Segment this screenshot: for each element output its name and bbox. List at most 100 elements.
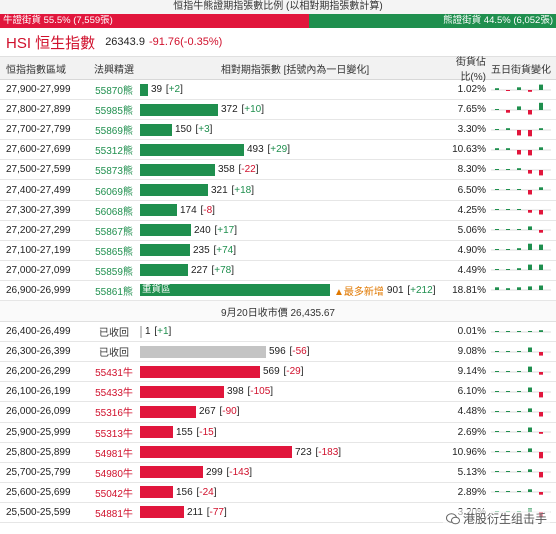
warrant-code-link[interactable]: 55313牛 — [95, 428, 133, 440]
range-cell: 27,400-27,499 — [6, 184, 71, 196]
quantity-text: 569 [-29] — [263, 366, 303, 377]
quantity-value: 174 — [180, 204, 197, 216]
quantity-bar — [140, 405, 196, 418]
quantity-text: 321 [+18] — [211, 185, 254, 196]
trend-bar — [539, 411, 543, 417]
range-cell: 27,600-27,699 — [6, 144, 71, 156]
bull-ratio-segment — [0, 14, 309, 28]
quantity-value: 235 — [193, 244, 210, 256]
share-cell: 4.49% — [457, 264, 486, 276]
bar-cell: 398 [-105] — [140, 382, 450, 401]
range-cell: 25,600-25,699 — [6, 486, 71, 498]
trend-bar — [539, 244, 543, 251]
close-price-row: 9月20日收市價 26,435.67 — [0, 301, 556, 323]
table-row: 27,800-27,899 55985熊 372 [+10] 7.65% — [0, 100, 556, 121]
trend-bar — [506, 390, 510, 392]
five-day-trend — [486, 181, 556, 199]
trend-bar — [528, 210, 532, 213]
range-cell: 26,000-26,099 — [6, 406, 71, 418]
share-cell: 4.48% — [457, 406, 486, 418]
daily-change: -77 — [209, 506, 224, 518]
warrant-code-link[interactable]: 55431牛 — [95, 368, 133, 380]
warrant-code-link[interactable]: 54981牛 — [95, 448, 133, 460]
trend-bar — [517, 268, 521, 271]
warrant-code-link[interactable]: 56068熊 — [95, 206, 133, 218]
daily-change: -15 — [199, 426, 214, 438]
trend-bar — [539, 230, 543, 233]
bracket-close: ] — [432, 284, 436, 296]
trend-bar — [495, 350, 499, 352]
quantity-bar — [140, 103, 218, 116]
quantity-bar — [140, 123, 172, 136]
trend-bar — [539, 432, 543, 434]
daily-change: -22 — [241, 164, 256, 176]
trend-bar — [539, 285, 543, 291]
trend-bar — [528, 448, 532, 453]
watermark: 港股衍生组击手 — [442, 509, 550, 528]
warrant-code-link[interactable]: 55042牛 — [95, 488, 133, 500]
most-new-label: ▲最多新增 — [334, 286, 384, 298]
quantity-value: 358 — [218, 164, 235, 176]
heavy-zone-label: 重貨區 — [142, 283, 171, 295]
trend-bar — [517, 189, 521, 191]
quantity-value: 1 — [145, 326, 151, 338]
trend-chart — [491, 102, 551, 115]
daily-change: -8 — [203, 204, 213, 216]
trend-bar — [528, 149, 532, 156]
bracket-close: ] — [338, 446, 342, 458]
table-row: 27,700-27,799 55869熊 150 [+3] 3.30% — [0, 120, 556, 141]
warrant-code-link[interactable]: 56069熊 — [95, 186, 133, 198]
trend-bar — [506, 330, 510, 332]
quantity-value: 493 — [247, 144, 264, 156]
quantity-value: 569 — [263, 366, 280, 378]
trend-bar — [506, 288, 510, 291]
bracket-open: [ — [280, 366, 287, 378]
warrant-code-link[interactable]: 55870熊 — [95, 86, 133, 98]
trend-bar — [539, 147, 543, 150]
trend-bar — [517, 410, 521, 412]
trend-bar — [528, 387, 532, 392]
bar-cell: 723 [-183] — [140, 443, 450, 462]
warrant-code-link[interactable]: 55312熊 — [95, 146, 133, 158]
trend-bar — [517, 129, 521, 136]
warrant-code-link[interactable]: 54881牛 — [95, 508, 133, 520]
warrant-code-link[interactable]: 55985熊 — [95, 106, 133, 118]
warrant-code-link[interactable]: 54980牛 — [95, 468, 133, 480]
warrant-code-link[interactable]: 55869熊 — [95, 126, 133, 138]
table-row: 25,700-25,799 54980牛 299 [-143] 5.13% — [0, 463, 556, 483]
trend-bar — [539, 492, 543, 496]
quantity-value: 39 — [151, 84, 163, 96]
bracket-close: ] — [261, 104, 264, 116]
bar-cell: 155 [-15] — [140, 423, 450, 442]
bracket-open: [ — [208, 264, 215, 276]
trend-chart — [491, 489, 551, 496]
range-cell: 27,900-27,999 — [6, 84, 71, 96]
quantity-text: 358 [-22] — [218, 164, 258, 175]
index-name[interactable]: HSI 恒生指數 — [6, 34, 96, 52]
warrant-code-link[interactable]: 55873熊 — [95, 166, 133, 178]
bracket-close: ] — [287, 144, 290, 156]
trend-bar — [495, 431, 499, 433]
trend-bar — [495, 148, 499, 150]
bar-cell: 358 [-22] — [140, 160, 450, 179]
trend-chart — [491, 387, 551, 398]
warrant-code-link[interactable]: 55865熊 — [95, 246, 133, 258]
warrant-code-link[interactable]: 55861熊 — [95, 286, 133, 298]
range-cell: 25,700-25,799 — [6, 466, 71, 478]
trend-bar — [495, 471, 499, 473]
warrant-code-link[interactable]: 55316牛 — [95, 408, 133, 420]
quantity-text: 227 [+78] — [191, 265, 234, 276]
trend-bar — [539, 329, 543, 332]
bar-cell: 596 [-56] — [140, 342, 450, 361]
trend-chart — [491, 209, 551, 215]
trend-bar — [517, 86, 521, 90]
warrant-code-link[interactable]: 55859熊 — [95, 266, 133, 278]
bar-cell: 299 [-143] — [140, 463, 450, 482]
quantity-value: 596 — [269, 346, 286, 358]
warrant-code-link[interactable]: 55867熊 — [95, 226, 133, 238]
quantity-bar — [140, 184, 208, 197]
warrant-code-link: 已收回 — [99, 328, 129, 340]
trend-bar — [495, 330, 499, 332]
range-cell: 27,500-27,599 — [6, 164, 71, 176]
warrant-code-link[interactable]: 55433牛 — [95, 388, 133, 400]
